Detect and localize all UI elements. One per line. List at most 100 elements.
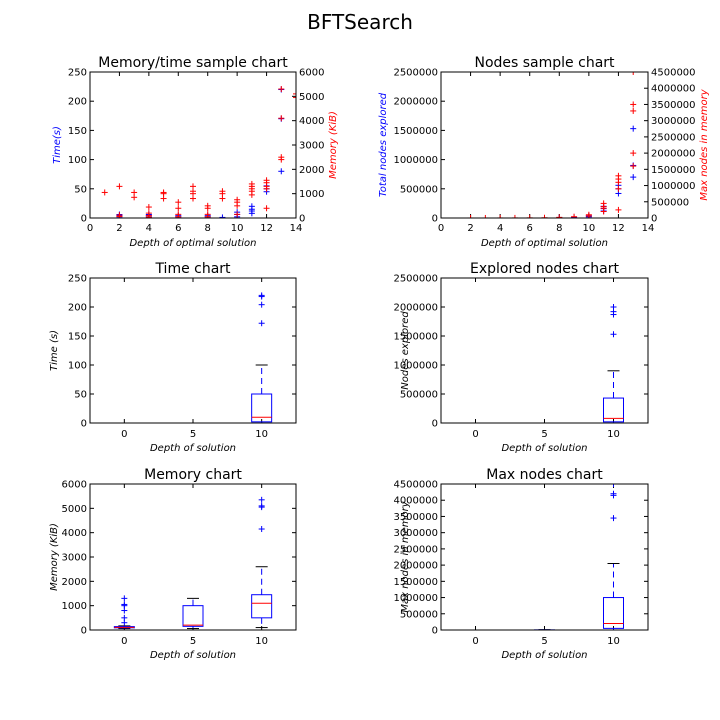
- y2-tick-label: 1000000: [651, 181, 696, 192]
- x-axis-label: Depth of solution: [150, 650, 236, 661]
- box-10: [251, 496, 273, 629]
- y2-tick-label: 4500000: [651, 68, 696, 79]
- x-tick-label: 0: [472, 429, 478, 440]
- outlier-5: [121, 595, 128, 602]
- outlier-0: [610, 331, 617, 338]
- y-axis-label: Memory (KiB): [49, 523, 60, 591]
- chart-title: Time chart: [154, 261, 231, 277]
- x-tick-label: 12: [260, 223, 273, 234]
- data-point-right-15: [615, 185, 622, 192]
- outlier-3: [610, 484, 617, 487]
- y2-tick-label: 5000: [299, 92, 324, 103]
- data-point-right-47: [293, 90, 296, 97]
- x-tick-label: 0: [438, 223, 444, 234]
- y-tick-label: 2000000: [393, 97, 438, 108]
- data-point-left-10: [219, 214, 226, 218]
- y-tick-label: 3500000: [393, 512, 438, 523]
- data-point-right-14: [175, 211, 182, 218]
- data-point-right-22: [630, 101, 637, 108]
- data-point-right-2: [116, 212, 123, 218]
- data-point-right-13: [600, 200, 607, 207]
- y-tick-label: 5000: [62, 504, 87, 515]
- y-tick-label: 0: [432, 419, 438, 430]
- box-10: [603, 304, 624, 423]
- y-tick-label: 200: [68, 97, 87, 108]
- x-tick-label: 6: [527, 223, 533, 234]
- x-tick-label: 0: [121, 636, 127, 647]
- y-tick-label: 1500000: [393, 577, 438, 588]
- y-tick-label: 2500000: [393, 544, 438, 555]
- y2-tick-label: 1500000: [651, 165, 696, 176]
- y2-tick-label: 1000: [299, 189, 324, 200]
- y2-tick-label: 500000: [651, 197, 689, 208]
- x-tick-label: 0: [472, 636, 478, 647]
- x-tick-label: 4: [497, 223, 503, 234]
- y-tick-label: 4500000: [393, 480, 438, 491]
- y-tick-label: 150: [68, 332, 87, 343]
- data-point-right-20: [630, 150, 637, 157]
- x-tick-label: 10: [255, 636, 268, 647]
- x-tick-label: 2: [467, 223, 473, 234]
- y-tick-label: 50: [74, 390, 87, 401]
- chart-nodes_box: Explored nodes chart 0 5 10 0 500000 1000000 15…: [393, 261, 649, 454]
- y-tick-label: 3000000: [393, 528, 438, 539]
- y-tick-label: 2500000: [393, 274, 438, 285]
- data-point-right-28: [234, 211, 241, 218]
- y-tick-label: 1000000: [393, 593, 438, 604]
- x-axis-label: Depth of solution: [501, 650, 587, 661]
- data-point-right-3: [116, 183, 123, 190]
- data-point-right-41: [263, 177, 270, 184]
- x-tick-label: 8: [205, 223, 211, 234]
- figure-title: BFTSearch: [307, 10, 413, 34]
- y2-tick-label: 2000: [299, 165, 324, 176]
- y2-tick-label: 4000000: [651, 84, 696, 95]
- data-point-right-16: [175, 199, 182, 206]
- y-tick-label: 500000: [400, 184, 438, 195]
- data-point-right-45: [278, 86, 285, 93]
- y-tick-label: 50: [74, 184, 87, 195]
- y2-tick-label: 3500000: [651, 100, 696, 111]
- x-tick-label: 10: [607, 429, 620, 440]
- y-tick-label: 4000: [62, 528, 87, 539]
- outlier-3: [258, 292, 265, 299]
- data-point-right-19: [630, 163, 637, 170]
- y-tick-label: 0: [81, 626, 87, 637]
- outlier-1: [121, 614, 128, 621]
- box-body: [251, 594, 273, 619]
- y2-tick-label: 6000: [299, 68, 324, 79]
- box-5: [182, 597, 204, 630]
- y-tick-label: 200: [68, 303, 87, 314]
- outlier-1: [258, 301, 265, 308]
- plot-area: [467, 72, 637, 218]
- y2-tick-label: 3000: [299, 141, 324, 152]
- data-point-right-46: [293, 94, 296, 101]
- plot-frame: [89, 483, 297, 631]
- x-tick-label: 6: [175, 223, 181, 234]
- data-point-right-0: [101, 189, 108, 196]
- y-tick-label: 2000: [62, 577, 87, 588]
- data-point-right-18: [615, 172, 622, 179]
- x-tick-label: 14: [290, 223, 303, 234]
- outlier-2: [610, 490, 617, 497]
- plot-frame: [89, 277, 297, 424]
- outlier-0: [258, 526, 265, 533]
- chart-title: Memory/time sample chart: [98, 55, 288, 71]
- data-point-left-12: [630, 125, 637, 132]
- outlier-4: [121, 601, 128, 608]
- y-tick-label: 150: [68, 126, 87, 137]
- data-point-right-5: [131, 189, 138, 196]
- chart-title: Memory chart: [144, 467, 242, 483]
- data-point-left-21: [278, 168, 285, 175]
- y2-tick-label: 0: [299, 214, 305, 225]
- y-tick-label: 3000: [62, 553, 87, 564]
- plot-area: [101, 86, 296, 218]
- y-tick-label: 500000: [400, 609, 438, 620]
- outlier-3: [258, 496, 265, 503]
- data-point-right-36: [248, 180, 255, 187]
- y2-tick-label: 2000000: [651, 149, 696, 160]
- data-point-left-10: [630, 174, 637, 181]
- data-point-right-43: [278, 154, 285, 161]
- box-0: [113, 595, 135, 630]
